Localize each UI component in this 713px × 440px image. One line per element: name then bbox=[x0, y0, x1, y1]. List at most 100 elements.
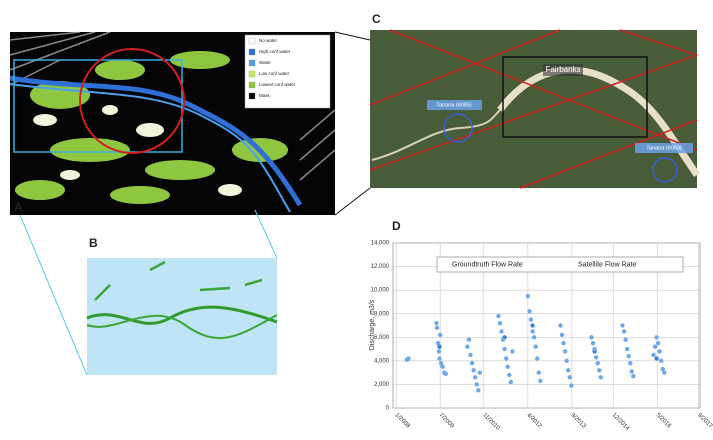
data-point bbox=[589, 335, 594, 340]
data-point bbox=[531, 335, 537, 340]
legend-swatch bbox=[248, 92, 256, 100]
chart: 0 2,000 4,000 6,000 8,000 10,000 12,000 14,000 1… bbox=[371, 241, 713, 433]
data-point bbox=[474, 382, 479, 387]
data-point bbox=[652, 344, 658, 349]
data-point bbox=[465, 344, 470, 349]
data-point bbox=[533, 344, 538, 349]
data-point bbox=[655, 340, 661, 346]
data-point bbox=[437, 344, 442, 349]
data-point bbox=[497, 320, 503, 326]
data-point bbox=[469, 361, 475, 366]
map-label: Fairbanks bbox=[545, 65, 580, 74]
x-tick-label: 1/2008 bbox=[394, 412, 412, 430]
data-point bbox=[466, 337, 472, 342]
legend-swatch bbox=[248, 37, 256, 45]
data-point bbox=[623, 337, 628, 342]
data-point bbox=[436, 349, 442, 354]
data-point bbox=[434, 325, 440, 331]
y-tick-label: 2,000 bbox=[374, 382, 390, 388]
data-point bbox=[620, 323, 625, 328]
panel-label: C bbox=[372, 12, 381, 26]
data-point bbox=[566, 368, 571, 373]
data-point bbox=[659, 358, 664, 364]
data-point bbox=[502, 346, 507, 352]
data-point bbox=[507, 372, 512, 378]
y-tick-label: 0 bbox=[386, 406, 390, 412]
data-point bbox=[657, 349, 662, 354]
x-tick-label: 5/2016 bbox=[655, 412, 673, 430]
data-point bbox=[590, 340, 596, 346]
legend-box bbox=[436, 256, 684, 273]
y-tick-label: 12,000 bbox=[371, 264, 390, 270]
data-point bbox=[629, 369, 634, 374]
data-point bbox=[468, 352, 473, 358]
data-point bbox=[437, 356, 442, 361]
data-point bbox=[626, 353, 631, 359]
data-point bbox=[597, 368, 602, 373]
data-point bbox=[443, 371, 448, 377]
data-point bbox=[500, 337, 506, 342]
panel-label: D bbox=[392, 219, 401, 233]
x-tick-label: 12/2014 bbox=[611, 412, 631, 432]
data-point bbox=[528, 317, 534, 322]
data-point bbox=[471, 368, 476, 373]
legend-label: Water bbox=[259, 60, 271, 65]
data-point bbox=[508, 379, 514, 385]
data-point bbox=[558, 323, 563, 328]
data-point bbox=[624, 346, 630, 352]
legend-label: Groundtruth Flow Rate bbox=[452, 261, 523, 268]
x-tick-label: 7/2009 bbox=[438, 412, 456, 430]
data-point bbox=[496, 313, 501, 319]
connector bbox=[19, 209, 278, 376]
data-point bbox=[435, 340, 441, 346]
y-tick-label: 14,000 bbox=[371, 241, 390, 247]
data-point bbox=[651, 352, 656, 358]
data-point bbox=[562, 349, 568, 354]
panel-c-map bbox=[369, 29, 700, 189]
x-tick-label: 11/2010 bbox=[481, 412, 501, 432]
panel-b-map bbox=[86, 258, 278, 375]
data-point bbox=[406, 356, 411, 361]
data-point bbox=[561, 340, 566, 346]
panel-label: A bbox=[14, 200, 23, 214]
data-point bbox=[510, 349, 515, 354]
data-point bbox=[505, 364, 510, 369]
legend-label: No water bbox=[259, 38, 278, 43]
data-point bbox=[527, 309, 532, 314]
legend-swatch bbox=[248, 70, 256, 78]
data-point bbox=[569, 383, 574, 388]
data-point bbox=[654, 335, 659, 340]
y-axis-label: Discharge, m3/s bbox=[369, 299, 376, 350]
legend-label: Satellite Flow Rate bbox=[578, 261, 636, 268]
data-point bbox=[499, 329, 504, 334]
legend-label: Low conf water bbox=[259, 71, 290, 76]
data-point bbox=[437, 332, 443, 338]
data-point bbox=[559, 332, 565, 338]
data-point bbox=[503, 356, 509, 361]
data-point bbox=[434, 320, 439, 326]
data-point bbox=[530, 323, 535, 328]
legend-swatch bbox=[248, 59, 256, 67]
data-point bbox=[477, 370, 483, 375]
y-tick-label: 8,000 bbox=[374, 311, 390, 317]
data-point bbox=[621, 329, 627, 334]
data-point bbox=[472, 375, 478, 380]
x-tick-label: 9/2013 bbox=[569, 412, 587, 430]
data-point bbox=[593, 355, 599, 360]
y-tick-label: 6,000 bbox=[374, 335, 390, 341]
data-point bbox=[662, 370, 667, 375]
data-point bbox=[631, 373, 636, 379]
data-point bbox=[660, 366, 665, 372]
data-point bbox=[628, 361, 633, 366]
legend-swatch bbox=[248, 81, 256, 89]
y-tick-label: 10,000 bbox=[371, 288, 390, 294]
legend-label: Lowest conf water bbox=[259, 82, 296, 87]
data-point bbox=[654, 356, 659, 361]
connector bbox=[334, 31, 371, 216]
map-label: Tanana (6050) bbox=[646, 145, 682, 151]
data-point bbox=[438, 361, 444, 366]
data-point bbox=[564, 358, 569, 364]
legend-label: Mask bbox=[259, 93, 271, 98]
legend-label: High conf water bbox=[259, 49, 291, 54]
data-point bbox=[536, 370, 541, 375]
